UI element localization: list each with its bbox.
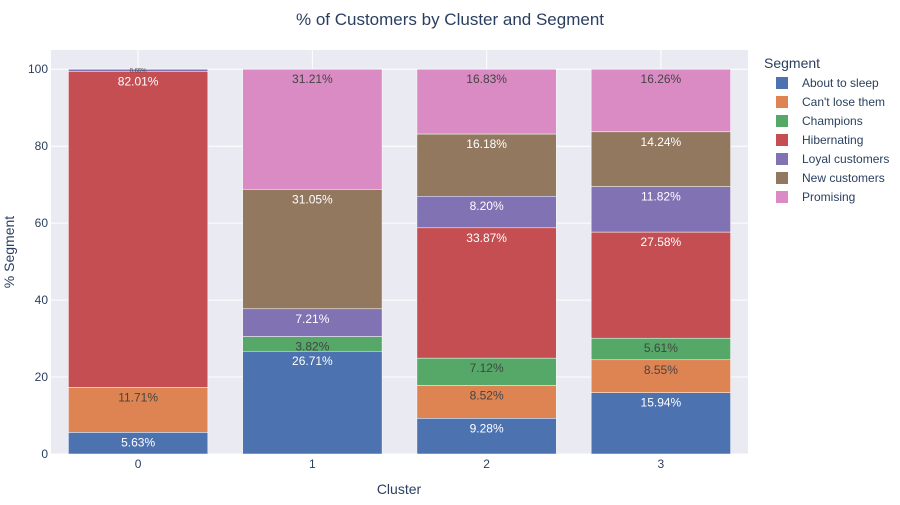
legend-swatch: [776, 153, 788, 165]
legend-swatch: [776, 191, 788, 203]
bar-segment: [242, 189, 383, 310]
bar-segment: [416, 227, 557, 359]
data-label: 31.05%: [292, 192, 333, 206]
data-label: 5.61%: [644, 341, 678, 355]
legend-item-label: Promising: [802, 190, 855, 204]
data-label: 15.94%: [641, 396, 682, 410]
data-label: 8.20%: [470, 199, 504, 213]
legend-swatch: [776, 115, 788, 127]
x-axis-title: Cluster: [377, 481, 422, 497]
bar-segment: [416, 133, 557, 197]
y-axis-title: % Segment: [1, 216, 17, 288]
bar-segment: [416, 68, 557, 135]
y-tick-label: 80: [35, 139, 49, 153]
y-tick-label: 40: [35, 293, 49, 307]
legend-item-label: Hibernating: [802, 133, 863, 147]
legend-item-label: New customers: [802, 171, 885, 185]
data-label: 27.58%: [641, 235, 682, 249]
data-label: 26.71%: [292, 354, 333, 368]
data-label: 9.28%: [470, 421, 504, 435]
bar-segment: [590, 131, 731, 187]
legend-item-label: About to sleep: [802, 76, 879, 90]
legend-swatch: [776, 172, 788, 184]
data-label: 11.71%: [118, 390, 158, 404]
bar-segment: [68, 71, 209, 388]
data-label: 5.63%: [121, 435, 155, 449]
legend-title: Segment: [764, 55, 820, 71]
legend: Segment About to sleep Can't lose them Cha…: [764, 55, 889, 204]
legend-item-label: Can't lose them: [802, 95, 885, 109]
bar-layer: [68, 68, 731, 455]
legend-swatch: [776, 134, 788, 146]
bar-segment: [590, 359, 731, 393]
data-label: 14.24%: [641, 135, 682, 149]
bar-segment: [242, 68, 383, 190]
y-tick-label: 60: [35, 216, 49, 230]
legend-swatch: [776, 77, 788, 89]
data-label: 7.21%: [295, 312, 329, 326]
data-label: 31.21%: [292, 72, 333, 86]
x-tick-label: 0: [135, 457, 142, 471]
data-label-layer: 5.63% 11.71% 82.01%0.65% 26.71%3.82% 7.21% 31…: [118, 68, 682, 449]
axis-layer: 0 20 40 60 80 100 0 1 2 3: [28, 62, 665, 471]
data-label: 11.82%: [641, 190, 681, 204]
data-label: 82.01%: [118, 75, 159, 89]
chart-title: % of Customers by Cluster and Segment: [296, 10, 604, 29]
data-label: 0.65%: [130, 68, 148, 74]
bar-segment: [416, 385, 557, 419]
x-tick-label: 2: [483, 457, 490, 471]
data-label: 33.87%: [466, 231, 507, 245]
legend-item-label: Champions: [802, 114, 863, 128]
data-label: 3.82%: [295, 340, 329, 354]
bar-segment: [590, 68, 731, 133]
bar-segment: [68, 387, 209, 433]
data-label: 16.26%: [641, 72, 682, 86]
data-label: 7.12%: [470, 361, 504, 375]
bar-segment: [416, 357, 557, 386]
bar-segment: [590, 186, 731, 233]
y-tick-label: 0: [41, 447, 48, 461]
bar-segment: [242, 350, 383, 455]
y-tick-label: 100: [28, 62, 48, 76]
x-tick-label: 1: [309, 457, 316, 471]
data-label: 16.83%: [466, 72, 507, 86]
data-label: 8.52%: [470, 389, 504, 403]
bar-segment: [416, 195, 557, 229]
bar-segment: [590, 231, 731, 339]
y-tick-label: 20: [35, 370, 49, 384]
x-tick-label: 3: [658, 457, 665, 471]
legend-item-label: Loyal customers: [802, 152, 889, 166]
data-label: 8.55%: [644, 363, 678, 377]
bar-segment: [242, 308, 383, 337]
bar-segment: [68, 68, 209, 72]
data-label: 16.18%: [466, 137, 507, 151]
legend-swatch: [776, 96, 788, 108]
bar-segment: [590, 392, 731, 455]
